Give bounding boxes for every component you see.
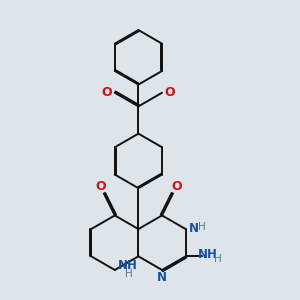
Text: H: H — [198, 222, 206, 232]
Text: H: H — [214, 254, 221, 263]
Text: O: O — [164, 86, 175, 99]
Text: N: N — [157, 271, 167, 284]
Text: O: O — [95, 180, 106, 193]
Text: H: H — [125, 268, 133, 278]
Text: NH: NH — [197, 248, 218, 262]
Text: N: N — [189, 222, 200, 235]
Text: O: O — [102, 86, 112, 99]
Text: O: O — [171, 180, 182, 193]
Text: NH: NH — [118, 260, 137, 272]
